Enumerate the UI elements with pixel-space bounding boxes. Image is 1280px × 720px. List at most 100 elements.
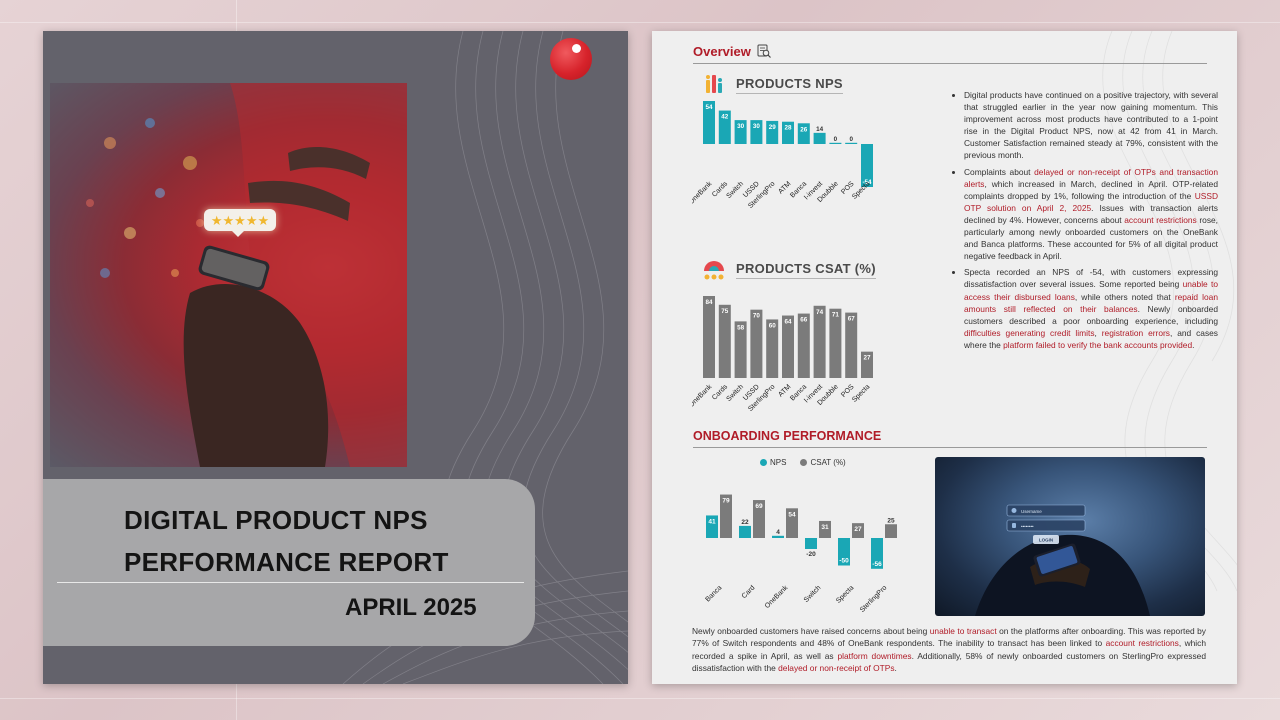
bar-value-label: 26 <box>800 126 808 133</box>
products-nps-title: PRODUCTS NPS <box>736 76 843 94</box>
bar-value-label: -50 <box>839 558 849 565</box>
bar <box>734 120 747 144</box>
star-rating-bubble: ★★★★★ <box>204 209 276 237</box>
bar-value-label: 75 <box>721 308 729 315</box>
highlighted-text: repaid loan amounts still reflected on t… <box>964 291 1218 314</box>
bar <box>829 308 842 378</box>
bar-value-label: 84 <box>705 299 713 306</box>
cover-title-panel <box>43 479 535 646</box>
legend-nps-label: NPS <box>770 458 787 467</box>
bar <box>838 538 850 566</box>
body-text: . <box>1192 339 1195 350</box>
bar-value-label: 58 <box>737 324 745 331</box>
bar-value-label: 60 <box>769 322 777 329</box>
bar <box>750 120 763 144</box>
highlighted-text: unable to transact <box>929 626 997 636</box>
overview-bullet: Specta recorded an NPS of -54, with cust… <box>964 266 1218 351</box>
bar <box>734 321 747 378</box>
body-text: . Issues with transaction alerts decline… <box>964 202 1218 225</box>
bar <box>772 535 784 538</box>
bar-value-label: 66 <box>800 317 808 324</box>
category-label: Switch <box>725 383 745 403</box>
body-text: , while others noted that <box>1074 291 1175 302</box>
cover-title: DIGITAL PRODUCT NPS PERFORMANCE REPORT <box>124 499 449 583</box>
bar-value-label: 42 <box>721 114 729 121</box>
bar-value-label: 27 <box>863 355 871 362</box>
body-text: Specta recorded an NPS of -54, with cust… <box>964 267 1218 290</box>
highlighted-text: platform downtimes <box>837 650 912 661</box>
satisfaction-gauge-icon <box>704 261 724 280</box>
highlighted-text: USSD OTP solution on April 2, 2025 <box>964 190 1218 213</box>
legend-csat-label: CSAT (%) <box>810 458 846 467</box>
category-label: OneBank <box>764 584 790 610</box>
category-label: SterlingPro <box>859 584 889 614</box>
category-label: Switch <box>725 180 745 200</box>
bar <box>703 296 715 378</box>
bar-value-label: 64 <box>784 319 792 326</box>
bar-value-label: 30 <box>753 123 761 130</box>
login-username-field: Username <box>1021 509 1042 514</box>
bar <box>861 144 873 187</box>
bar-value-label: 69 <box>755 503 763 510</box>
bar-value-label: 74 <box>816 309 824 316</box>
highlighted-text: platform failed to verify the bank accou… <box>1003 339 1193 350</box>
bar-value-label: 28 <box>784 125 792 132</box>
body-text: . <box>894 662 897 673</box>
star-rating-icon: ★★★★★ <box>210 212 270 228</box>
onboarding-legend: NPS CSAT (%) <box>760 458 846 467</box>
bar <box>861 351 873 378</box>
category-label: Switch <box>803 584 823 604</box>
bar <box>720 494 732 538</box>
cover-photo-phone-rating: ★★★★★ <box>50 83 407 467</box>
body-text: . Newly onboarded customers described a … <box>964 303 1218 326</box>
bar-value-label: 70 <box>753 313 761 320</box>
onboarding-chart: 41 79 Banca 22 69 Card 4 54 OneBank -20 31 Switch -5… <box>704 494 897 614</box>
bar-value-label: 27 <box>854 526 862 533</box>
highlighted-text: account restrictions <box>1124 214 1197 225</box>
onboarding-heading: ONBOARDING PERFORMANCE <box>693 429 882 443</box>
bar <box>718 110 731 144</box>
body-text: on the platforms after onboarding. This … <box>692 626 1206 649</box>
cover-date: APRIL 2025 <box>345 594 477 621</box>
products-nps-chart: 54OneBank42Cards30Switch30USSD29Sterling… <box>692 101 873 210</box>
highlighted-text: unable to access their disbursed loans <box>964 279 1218 302</box>
bar <box>766 120 779 144</box>
bar-value-label: 30 <box>737 123 745 130</box>
category-label: Specta <box>835 584 855 604</box>
bar-value-label: 29 <box>769 124 777 131</box>
bar <box>797 123 810 144</box>
login-photo: Username •••••••• LOGIN <box>935 457 1205 616</box>
highlighted-text: difficulties generating credit limits <box>964 327 1095 338</box>
overview-bullet: Digital products have continued on a pos… <box>964 89 1218 162</box>
category-label: Banca <box>704 584 723 603</box>
body-text: Digital products have continued on a pos… <box>964 90 1218 161</box>
bar-value-label: 0 <box>849 136 853 143</box>
background-line <box>0 698 1280 699</box>
bar <box>782 315 794 378</box>
highlighted-text: registration errors <box>1101 327 1170 338</box>
onboarding-paragraph: Newly onboarded customers have raised co… <box>692 625 1206 674</box>
products-csat-chart: 84OneBank75Cards58Switch70USSD60Sterling… <box>692 296 873 413</box>
bar <box>845 142 858 144</box>
bar-value-label: 41 <box>708 518 716 525</box>
overview-bullets: Digital products have continued on a pos… <box>952 89 1218 355</box>
body-text: Complaints about <box>964 166 1035 177</box>
bar-value-label: -20 <box>806 551 816 558</box>
bar <box>871 538 883 569</box>
bar-value-label: 22 <box>741 519 749 526</box>
cover-title-line-2: PERFORMANCE REPORT <box>124 547 449 577</box>
legend-nps: NPS <box>760 458 786 467</box>
bar <box>813 132 826 144</box>
category-label: Card <box>741 584 757 600</box>
bar-value-label: 71 <box>832 312 840 319</box>
highlighted-text: delayed or non-receipt of OTPs <box>778 662 895 673</box>
highlighted-text: delayed or non-receipt of OTPs and trans… <box>964 166 1218 189</box>
bar-value-label: -56 <box>872 561 882 568</box>
bar <box>706 515 718 538</box>
body-text: , which increased in March, declined in … <box>964 178 1218 201</box>
bar <box>703 101 715 144</box>
legend-nps-swatch <box>760 459 767 466</box>
cover-title-line-1: DIGITAL PRODUCT NPS <box>124 505 428 535</box>
bar-value-label: 79 <box>722 498 730 505</box>
bar <box>852 523 864 538</box>
